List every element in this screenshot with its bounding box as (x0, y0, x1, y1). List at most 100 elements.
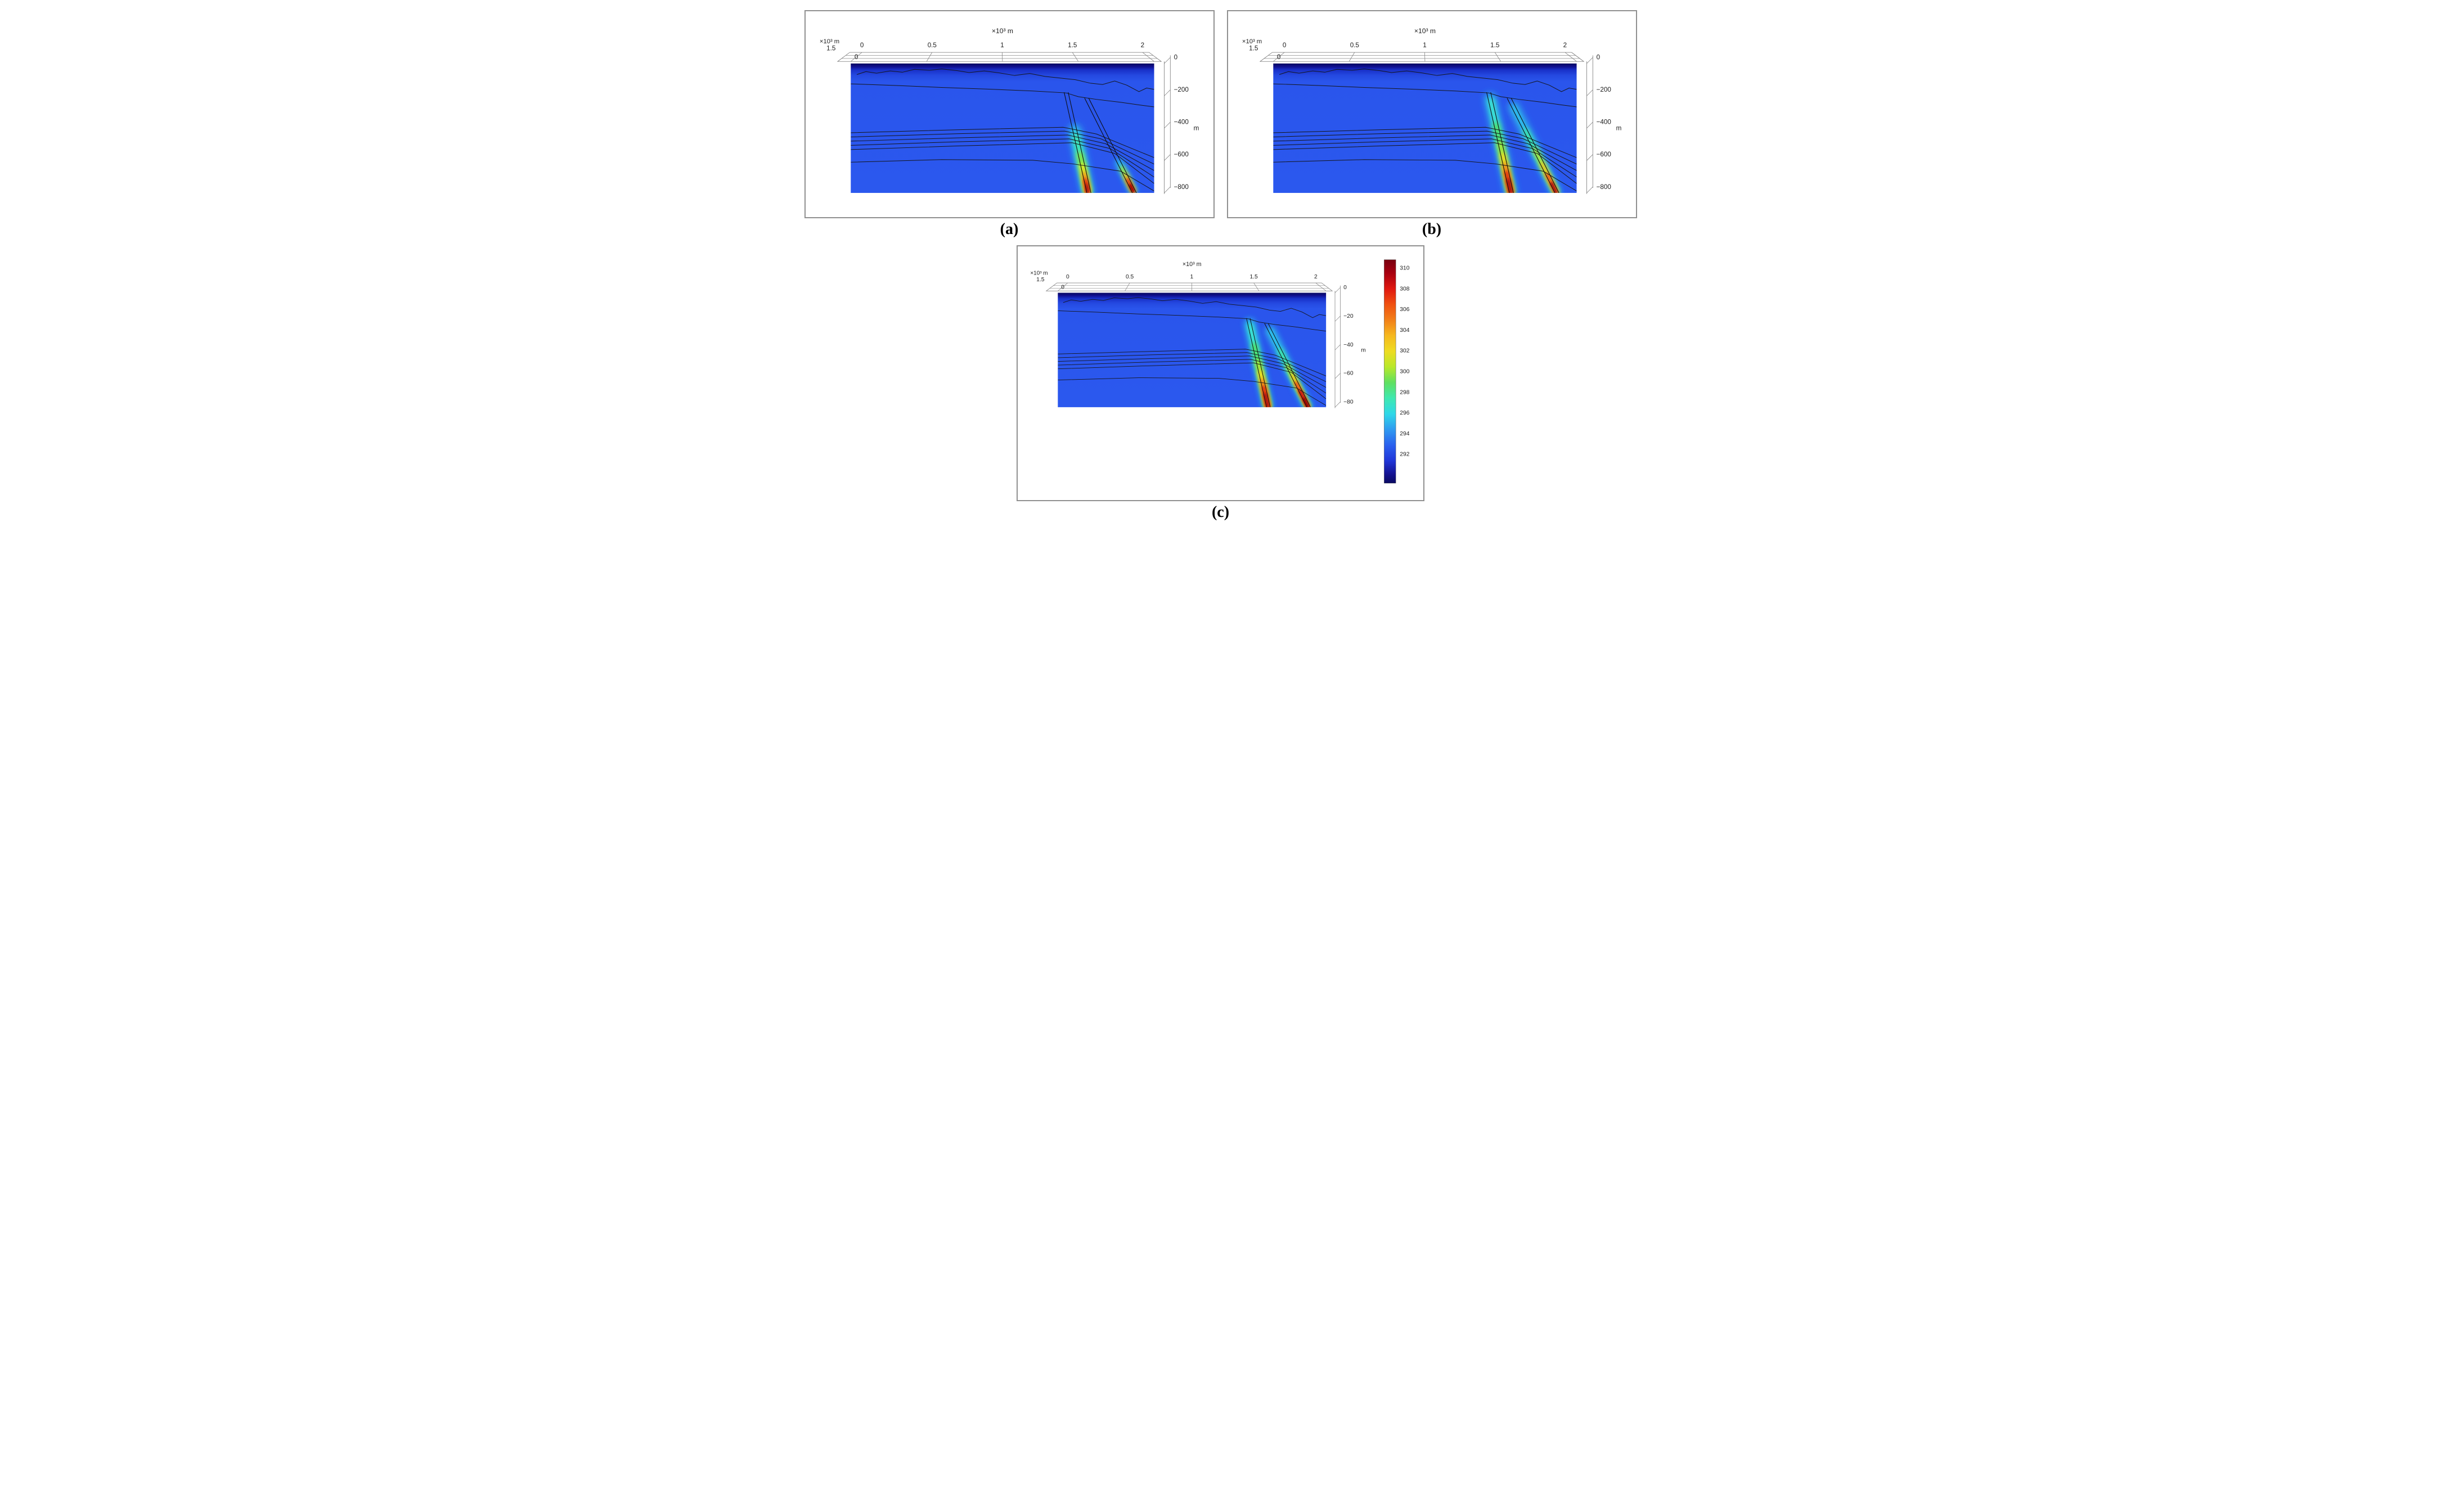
borehole-casing (1088, 98, 1137, 193)
stratum-line (1273, 127, 1577, 158)
heat-plume-layer (1263, 392, 1270, 407)
stratum-line (850, 134, 1154, 171)
heat-plume-layer (1302, 397, 1309, 407)
x-tick-label: 1 (1190, 274, 1193, 280)
stratum-line (1058, 377, 1327, 406)
y-axis-title: ×10³ m (819, 38, 839, 45)
y-axis-title: ×10³ m (1030, 270, 1048, 276)
colorbar-tick-label: 306 (1400, 307, 1409, 313)
y-origin-label: 0 (1061, 284, 1064, 290)
x-tick-label: 0.5 (927, 42, 936, 49)
y-origin-label: 0 (854, 53, 858, 61)
depth-tick-label: −20 (1343, 313, 1354, 319)
top-ruler (837, 52, 1162, 62)
x-tick-label: 0 (1066, 274, 1069, 280)
colorbar-tick-label: 294 (1400, 430, 1409, 436)
borehole-casing (1249, 318, 1271, 407)
depth-tick-label: −800 (1596, 183, 1611, 191)
borehole-casing (1511, 98, 1559, 193)
temperature-plot-c: 0 0.5 1 1.5 2×10³ m×10³ m1.50 0−20−40−60−80m3… (1019, 248, 1422, 498)
stratum-line (850, 159, 1154, 191)
top-ruler (1259, 52, 1584, 62)
stratum-line (850, 142, 1154, 184)
panel-b: 0 0.5 1 1.5 2 ×10³ m ×10³ m 1.5 0 0 −200 −400 −600 −8… (1226, 10, 1637, 244)
x-tick-label: 0.5 (1126, 274, 1134, 280)
colorbar-tick-label: 308 (1400, 286, 1409, 292)
stratum-line (1058, 348, 1327, 376)
stratum-line (1058, 352, 1327, 382)
x-tick-label: 2 (1314, 274, 1318, 280)
temperature-plot-b: 0 0.5 1 1.5 2×10³ m×10³ m1.50 0−200−400−600−8… (1229, 13, 1634, 215)
depth-tick-label: 0 (1596, 54, 1600, 61)
colorbar-tick-label: 302 (1400, 348, 1409, 354)
stratum-line (850, 127, 1154, 158)
panel-a: 0 0.5 1 1.5 2 ×10³ m ×10³ m 1.5 0 0 −200 −400 −600 −8… (804, 10, 1215, 244)
depth-tick-label: −400 (1174, 119, 1189, 126)
stratum-line (850, 130, 1154, 165)
panel-b-frame: 0 0.5 1 1.5 2 ×10³ m ×10³ m 1.5 0 0 −200 −400 −600 −8… (1226, 10, 1637, 218)
x-tick-label: 2 (1563, 42, 1567, 49)
stratum-line (1273, 159, 1577, 191)
panel-c-caption: (c) (1211, 503, 1230, 521)
stratum-line (1279, 69, 1577, 92)
stratum-line (850, 83, 1154, 107)
depth-tick-label: 0 (1174, 54, 1177, 61)
borehole-casing (1486, 92, 1510, 193)
temperature-plot-a: 0 0.5 1 1.5 2×10³ m×10³ m1.50 0−200−400−600−8… (807, 13, 1212, 215)
colorbar-tick-label: 292 (1400, 451, 1409, 457)
top-ruler (1045, 282, 1333, 291)
x-axis-title: ×10³ m (1414, 27, 1435, 35)
borehole-casing (1267, 323, 1311, 407)
colorbar-tick-label: 304 (1400, 327, 1409, 333)
borehole-casing (1490, 92, 1514, 193)
depth-unit-label: m (1193, 125, 1199, 132)
x-tick-label: 1 (1000, 42, 1004, 49)
panel-a-frame: 0 0.5 1 1.5 2 ×10³ m ×10³ m 1.5 0 0 −200 −400 −600 −8… (804, 10, 1215, 218)
borehole-casing (1264, 323, 1307, 407)
borehole-casing (1067, 92, 1091, 193)
stratum-line (1058, 359, 1327, 393)
heat-plume-layer (1084, 183, 1090, 193)
stratum-line (1058, 362, 1327, 399)
borehole-casing (1506, 98, 1555, 193)
heat-plume-layer (1505, 178, 1513, 193)
depth-tick-label: −200 (1174, 86, 1189, 93)
x-tick-label: 1.5 (1068, 42, 1077, 49)
depth-tick-label: −800 (1174, 183, 1189, 191)
stratum-line (850, 138, 1154, 178)
top-row: 0 0.5 1 1.5 2 ×10³ m ×10³ m 1.5 0 0 −200 −400 −600 −8… (804, 10, 1637, 244)
depth-unit-label: m (1616, 125, 1621, 132)
heat-plume-layer (1129, 183, 1135, 193)
x-tick-label: 1.5 (1249, 274, 1258, 280)
heat-plume-layer (1549, 182, 1558, 193)
borehole-casing (1063, 92, 1087, 193)
depth-tick-label: −80 (1343, 399, 1354, 405)
depth-tick-label: −400 (1596, 119, 1611, 126)
colorbar-tick-label: 300 (1400, 368, 1409, 375)
y-tick-label: 1.5 (1249, 45, 1258, 52)
x-tick-label: 1 (1423, 42, 1427, 49)
depth-tick-label: −600 (1174, 151, 1189, 158)
stratum-line (1273, 138, 1577, 178)
colorbar (1384, 259, 1396, 483)
x-tick-label: 2 (1140, 42, 1144, 49)
x-axis-title: ×10³ m (1183, 260, 1202, 267)
depth-tick-label: −60 (1343, 370, 1354, 376)
y-tick-label: 1.5 (1036, 276, 1045, 282)
colorbar-tick-label: 298 (1400, 389, 1409, 395)
panel-c-frame: 0 0.5 1 1.5 2 ×10³ m ×10³ m 1.5 0 0 −20 −40 −60 −80 m 3… (1016, 245, 1425, 501)
borehole-casing (1246, 318, 1267, 407)
stratum-line (1273, 134, 1577, 171)
panel-b-caption: (b) (1422, 220, 1442, 238)
panel-c: 0 0.5 1 1.5 2 ×10³ m ×10³ m 1.5 0 0 −20 −40 −60 −80 m 3… (1016, 245, 1425, 527)
stratum-line (1058, 310, 1327, 331)
panel-a-caption: (a) (1000, 220, 1019, 238)
colorbar-tick-label: 296 (1400, 410, 1409, 416)
depth-tick-label: −600 (1596, 151, 1611, 158)
y-origin-label: 0 (1276, 53, 1280, 61)
figure: 0 0.5 1 1.5 2 ×10³ m ×10³ m 1.5 0 0 −200 −400 −600 −8… (800, 6, 1642, 532)
stratum-line (1273, 142, 1577, 184)
stratum-line (1058, 355, 1327, 388)
x-axis-title: ×10³ m (991, 27, 1013, 35)
stratum-line (1273, 83, 1577, 107)
